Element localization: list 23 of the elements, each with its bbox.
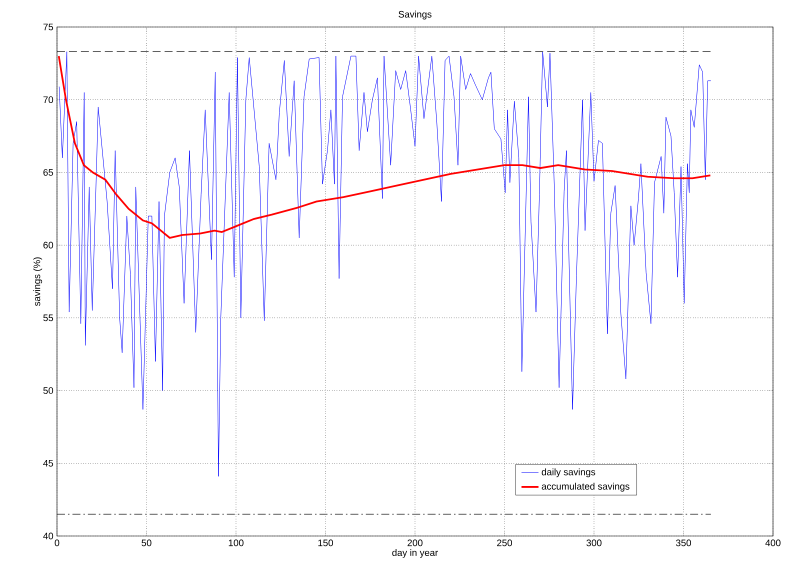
x-tick-label: 50: [142, 540, 152, 546]
y-tick-label: 40: [43, 532, 54, 540]
y-tick-label: 60: [43, 242, 54, 248]
y-tick-label: 70: [43, 96, 54, 104]
y-axis-title: savings (%): [33, 257, 42, 306]
legend-label: daily savings: [542, 468, 596, 478]
y-tick-label: 45: [43, 460, 54, 467]
x-tick-label: 0: [54, 540, 60, 546]
legend-label: accumulated savings: [542, 482, 630, 492]
y-tick-label: 75: [43, 24, 54, 30]
x-tick-label: 350: [676, 540, 692, 546]
y-tick-label: 50: [43, 387, 54, 394]
line-series: [58, 51, 712, 477]
chart-title: Savings: [398, 10, 432, 20]
x-tick-label: 400: [765, 540, 781, 546]
x-tick-label: 300: [586, 540, 602, 546]
x-axis-title: day in year: [392, 549, 438, 558]
x-tick-label: 100: [228, 540, 244, 546]
y-tick-label: 55: [43, 314, 54, 322]
x-tick-label: 250: [497, 540, 512, 546]
x-tick-label: 150: [318, 540, 334, 546]
y-tick-label: 65: [43, 169, 54, 176]
x-tick-label: 200: [408, 540, 423, 546]
